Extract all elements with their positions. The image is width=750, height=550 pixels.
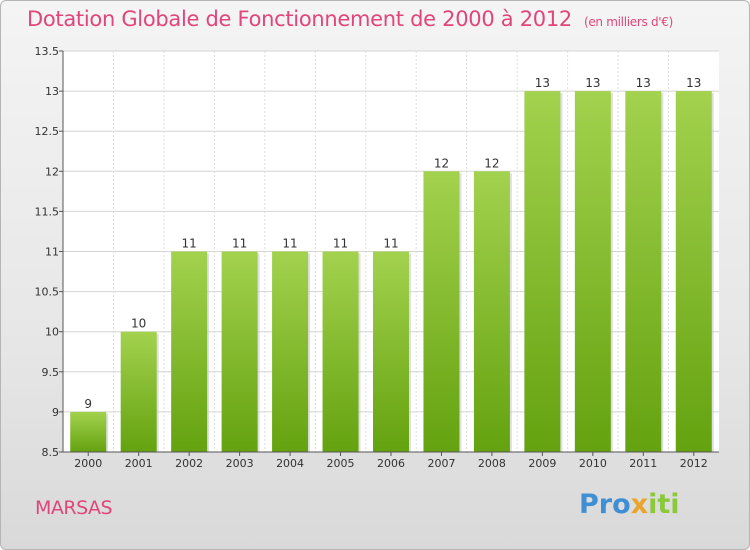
bar xyxy=(574,91,611,452)
y-tick-label: 10.5 xyxy=(35,286,60,299)
x-tick-label: 2009 xyxy=(528,457,556,470)
data-label: 11 xyxy=(232,237,247,251)
bar xyxy=(625,91,662,452)
y-tick-label: 11.5 xyxy=(35,205,60,218)
axes xyxy=(59,50,719,456)
x-tick-label: 2010 xyxy=(579,457,607,470)
bar xyxy=(423,171,460,453)
x-tick-label: 2012 xyxy=(680,457,708,470)
bar xyxy=(120,331,157,452)
logo-letter: o xyxy=(612,489,631,520)
bar xyxy=(524,91,561,452)
y-tick-label: 13.5 xyxy=(35,45,60,58)
place-name: MARSAS xyxy=(35,497,113,519)
y-tick-label: 12 xyxy=(45,165,59,178)
x-tick-label: 2002 xyxy=(175,457,203,470)
y-tick-label: 12.5 xyxy=(35,125,60,138)
labels: 8.5 9 9.5 10 10.5 11 11.5 12 12.5 13 13.5 9 2000 10 20… xyxy=(35,45,708,470)
y-tick-label: 10 xyxy=(45,326,59,339)
data-label: 13 xyxy=(686,76,701,90)
logo-letter: i xyxy=(648,489,658,520)
x-tick-label: 2003 xyxy=(226,457,254,470)
bar xyxy=(373,251,409,452)
bar xyxy=(322,251,359,452)
y-tick-label: 13 xyxy=(45,85,59,98)
bar xyxy=(675,91,712,452)
data-label: 13 xyxy=(585,76,600,90)
x-tick-label: 2000 xyxy=(74,457,102,470)
data-label: 12 xyxy=(484,156,499,170)
logo-letter: x xyxy=(630,489,649,520)
x-tick-label: 2001 xyxy=(125,457,153,470)
data-label: 13 xyxy=(535,76,550,90)
bar xyxy=(473,171,510,453)
y-tick-label: 9 xyxy=(52,406,59,419)
x-tick-label: 2007 xyxy=(427,457,455,470)
x-tick-label: 2008 xyxy=(478,457,506,470)
chart-title: Dotation Globale de Fonctionnement de 20… xyxy=(27,7,673,31)
logo-letter: P xyxy=(579,489,599,520)
data-label: 9 xyxy=(84,397,92,411)
x-tick-label: 2004 xyxy=(276,457,304,470)
logo-letter: r xyxy=(598,489,613,520)
bars xyxy=(70,91,714,453)
bar xyxy=(70,411,107,452)
proxiti-logo: Proxiti xyxy=(579,489,680,520)
y-tick-label: 11 xyxy=(45,246,59,259)
data-label: 11 xyxy=(333,237,348,251)
data-label: 11 xyxy=(383,237,398,251)
y-tick-label: 9.5 xyxy=(42,366,60,379)
logo-letter: t xyxy=(657,489,671,520)
bar xyxy=(221,251,258,452)
x-tick-label: 2006 xyxy=(377,457,405,470)
chart-title-text: Dotation Globale de Fonctionnement de 20… xyxy=(27,7,572,31)
logo-letter: i xyxy=(670,489,680,520)
data-label: 11 xyxy=(282,237,297,251)
chart-subtitle: (en milliers d'€) xyxy=(583,15,673,29)
bar xyxy=(171,251,208,452)
x-tick-label: 2005 xyxy=(327,457,355,470)
y-tick-label: 8.5 xyxy=(42,446,60,459)
bar xyxy=(272,251,309,452)
data-label: 13 xyxy=(636,76,651,90)
data-label: 11 xyxy=(182,237,197,251)
data-label: 10 xyxy=(131,317,146,331)
x-tick-label: 2011 xyxy=(629,457,657,470)
data-label: 12 xyxy=(434,156,449,170)
